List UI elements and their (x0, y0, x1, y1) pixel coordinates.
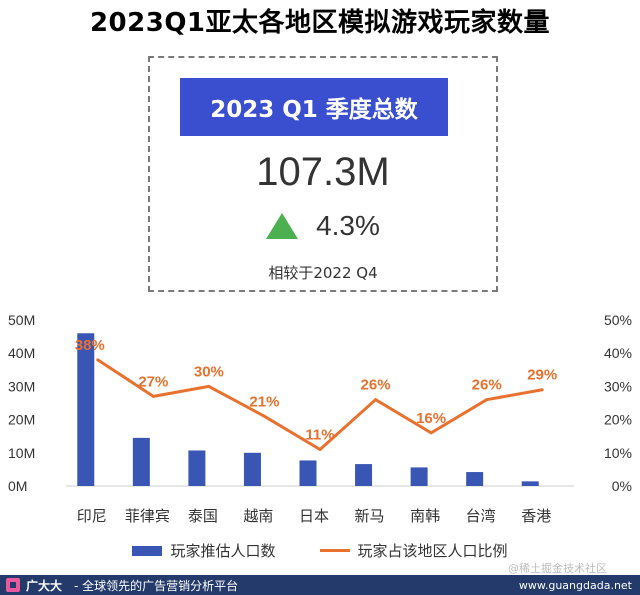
y-left-tick-label: 50M (8, 312, 35, 328)
footer-bar: 广大大 - 全球领先的广告营销分析平台 www.guangdada.net (0, 575, 640, 595)
legend-bar-swatch (132, 545, 163, 556)
bar (521, 481, 539, 486)
data-label: 21% (249, 393, 279, 410)
x-category-label: 日本 (299, 507, 329, 525)
up-arrow-icon (266, 213, 299, 239)
legend-item-bar: 玩家推估人口数 (132, 540, 276, 561)
y-right-tick-label: 0% (612, 478, 632, 494)
data-label: 26% (361, 377, 391, 394)
comparison-note: 相较于2022 Q4 (268, 264, 378, 282)
data-label: 26% (472, 377, 502, 394)
watermark: @稀土掘金技术社区 (508, 562, 607, 575)
data-label: 29% (527, 367, 557, 384)
y-left-tick-label: 20M (8, 412, 35, 428)
line-point (374, 398, 378, 402)
x-category-label: 泰国 (188, 507, 218, 525)
y-right-tick-label: 30% (604, 378, 632, 394)
legend-label-bar: 玩家推估人口数 (170, 542, 276, 560)
legend-label-line: 玩家占该地区人口比例 (357, 542, 508, 560)
y-left-tick-label: 0M (8, 478, 27, 494)
line-point (318, 447, 322, 451)
x-category-label: 香港 (521, 507, 551, 525)
x-category-label: 印尼 (77, 507, 107, 525)
brand-slogan: - 全球领先的广告营销分析平台 (74, 578, 239, 593)
brand-logo-icon (6, 578, 20, 592)
growth-value: 4.3% (316, 210, 380, 241)
line-point (429, 431, 433, 435)
y-right-tick-label: 40% (604, 345, 632, 361)
legend-line-swatch (319, 549, 350, 552)
brand-site[interactable]: www.guangdada.net (518, 578, 632, 592)
page-title: 2023Q1亚太各地区模拟游戏玩家数量 (89, 8, 551, 38)
x-category-label: 台湾 (466, 507, 496, 525)
x-category-label: 菲律宾 (125, 507, 170, 525)
legend-item-line: 玩家占该地区人口比例 (319, 540, 508, 561)
bar (299, 460, 317, 486)
summary-total: 107.3M (256, 150, 390, 194)
growth-row: 4.3% (150, 210, 496, 242)
y-right-tick-label: 50% (604, 312, 632, 328)
line-point (262, 414, 266, 418)
line-point (151, 394, 155, 398)
y-left-tick-label: 10M (8, 445, 35, 461)
summary-heading: 2023 Q1 季度总数 (180, 78, 448, 136)
combo-chart: 0M 10M 20M 30M 40M 50M 0% 10% 20% 30% 40% 50% 38% 27%… (8, 312, 632, 525)
data-label: 16% (416, 410, 446, 427)
y-right-tick-label: 10% (604, 445, 632, 461)
y-left-tick-label: 40M (8, 345, 35, 361)
line-point (96, 358, 100, 362)
brand-name: 广大大 (26, 578, 63, 593)
bar (243, 452, 261, 486)
data-label: 11% (305, 426, 334, 443)
x-category-label: 南韩 (410, 507, 440, 525)
data-label: 30% (194, 363, 224, 380)
chart-legend: 玩家推估人口数 玩家占该地区人口比例 (0, 540, 640, 561)
bar (188, 450, 206, 486)
bar (466, 472, 484, 486)
data-label: 38% (75, 337, 105, 354)
bar (355, 464, 373, 486)
x-category-label: 越南 (243, 507, 273, 525)
line-point (207, 384, 211, 388)
x-category-label: 新马 (355, 507, 385, 525)
y-right-tick-label: 20% (604, 412, 632, 428)
y-left-tick-label: 30M (8, 378, 35, 394)
bar (410, 467, 428, 486)
bar (77, 333, 95, 486)
bar (132, 437, 150, 486)
summary-card: 2023 Q1 季度总数 107.3M 4.3% 相较于2022 Q4 (148, 56, 498, 292)
data-label: 27% (138, 373, 168, 390)
line-point (485, 398, 489, 402)
line-point (540, 388, 544, 392)
